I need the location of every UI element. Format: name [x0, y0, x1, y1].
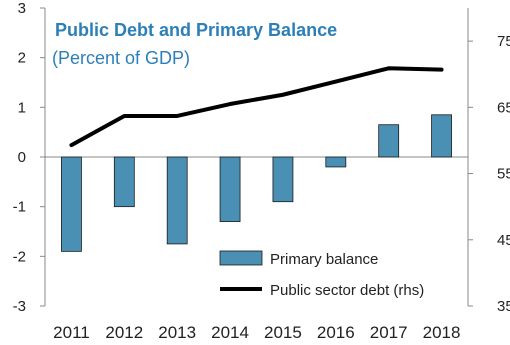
debt-line	[69, 66, 444, 148]
bars-group	[61, 114, 452, 252]
bar-primary-balance	[166, 156, 188, 245]
right-tick-label: 65	[497, 99, 510, 116]
legend-label-debt: Public sector debt (rhs)	[270, 282, 424, 299]
x-tick-label: 2017	[370, 323, 408, 342]
bar-primary-balance	[113, 156, 135, 208]
legend-label-primary-balance: Primary balance	[270, 251, 378, 268]
x-tick-labels: 2011 2012 2013 2014 2015 2016 2017 2018	[53, 323, 460, 342]
right-tick-label: 35	[497, 298, 510, 315]
bar-primary-balance	[219, 156, 241, 222]
debt-line-group	[69, 66, 444, 148]
right-tick-labels: 75 65 55 45 35	[468, 33, 510, 315]
bar-primary-balance	[378, 124, 400, 158]
chart-title: Public Debt and Primary Balance	[55, 20, 337, 40]
left-tick-label: 3	[18, 0, 26, 17]
legend: Primary balance Public sector debt (rhs)	[219, 250, 424, 299]
x-tick-label: 2015	[264, 323, 302, 342]
bar-primary-balance	[61, 156, 82, 252]
x-tick-label: 2018	[423, 323, 461, 342]
right-tick-label: 45	[497, 232, 510, 249]
bar-primary-balance	[431, 114, 452, 158]
left-tick-label: -1	[13, 199, 26, 216]
x-tick-label: 2011	[53, 323, 90, 342]
chart-subtitle: (Percent of GDP)	[52, 48, 190, 68]
left-tick-label: -2	[13, 248, 26, 265]
x-tick-label: 2016	[317, 323, 355, 342]
bar-primary-balance	[325, 156, 347, 168]
right-tick-label: 55	[497, 166, 510, 183]
left-tick-label: 2	[18, 50, 26, 67]
legend-swatch-primary-balance	[219, 250, 263, 266]
x-tick-label: 2013	[158, 323, 196, 342]
left-tick-label: 0	[18, 149, 26, 166]
x-tick-label: 2014	[211, 323, 249, 342]
left-tick-labels: 3 2 1 0 -1 -2 -3	[13, 0, 45, 315]
left-tick-label: 1	[18, 99, 26, 116]
right-tick-label: 75	[497, 33, 510, 50]
bar-primary-balance	[272, 156, 294, 203]
x-tick-label: 2012	[105, 323, 143, 342]
left-tick-label: -3	[13, 298, 26, 315]
